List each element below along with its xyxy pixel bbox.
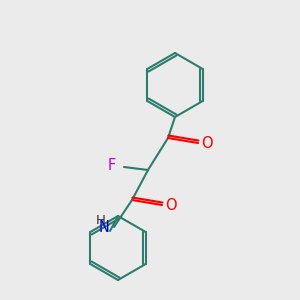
- Text: H: H: [96, 214, 106, 227]
- Text: O: O: [201, 136, 213, 151]
- Text: O: O: [165, 197, 177, 212]
- Text: F: F: [108, 158, 116, 173]
- Text: N: N: [99, 220, 110, 235]
